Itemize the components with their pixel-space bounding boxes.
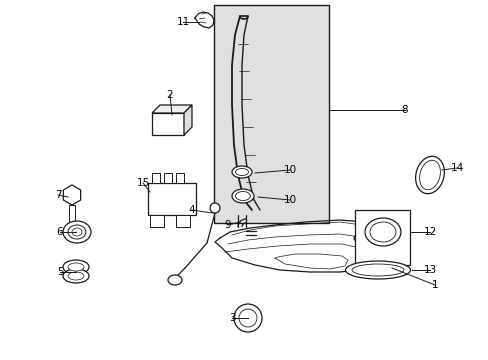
Bar [354, 210, 409, 265]
Bar [152, 173, 160, 183]
Text: 8: 8 [401, 105, 407, 115]
Text: 12: 12 [423, 227, 436, 237]
Ellipse shape [63, 269, 89, 283]
Bar [152, 113, 183, 135]
Text: 3: 3 [228, 313, 235, 323]
Bar [214, 5, 328, 223]
Ellipse shape [168, 275, 182, 285]
Bar [176, 173, 183, 183]
Ellipse shape [72, 228, 82, 236]
Ellipse shape [231, 166, 251, 178]
Bar [176, 215, 190, 227]
Ellipse shape [68, 263, 84, 271]
Ellipse shape [235, 168, 248, 176]
Polygon shape [152, 105, 192, 113]
Ellipse shape [68, 225, 86, 239]
Ellipse shape [63, 221, 91, 243]
Text: 13: 13 [423, 265, 436, 275]
Bar [150, 215, 163, 227]
Bar [69, 205, 75, 225]
Text: 6: 6 [57, 227, 63, 237]
Text: 9: 9 [224, 220, 231, 230]
Ellipse shape [235, 192, 250, 201]
Text: 1: 1 [431, 280, 437, 290]
Ellipse shape [419, 160, 440, 190]
Text: 14: 14 [449, 163, 463, 173]
Ellipse shape [415, 156, 444, 194]
Circle shape [234, 304, 262, 332]
Ellipse shape [364, 218, 400, 246]
Text: 5: 5 [57, 267, 63, 277]
Bar [148, 183, 196, 215]
Text: 10: 10 [283, 195, 296, 205]
Ellipse shape [231, 189, 253, 203]
Ellipse shape [369, 222, 395, 242]
Bar [163, 173, 172, 183]
Ellipse shape [63, 260, 89, 274]
Text: 11: 11 [176, 17, 189, 27]
Circle shape [209, 203, 220, 213]
Ellipse shape [68, 272, 84, 280]
Polygon shape [183, 105, 192, 135]
Ellipse shape [351, 264, 403, 276]
Circle shape [239, 309, 257, 327]
Text: 15: 15 [136, 178, 149, 188]
Text: 10: 10 [283, 165, 296, 175]
Polygon shape [63, 185, 81, 205]
Ellipse shape [345, 261, 409, 279]
Text: 2: 2 [166, 90, 173, 100]
Text: 4: 4 [188, 205, 195, 215]
Text: 7: 7 [55, 190, 61, 200]
